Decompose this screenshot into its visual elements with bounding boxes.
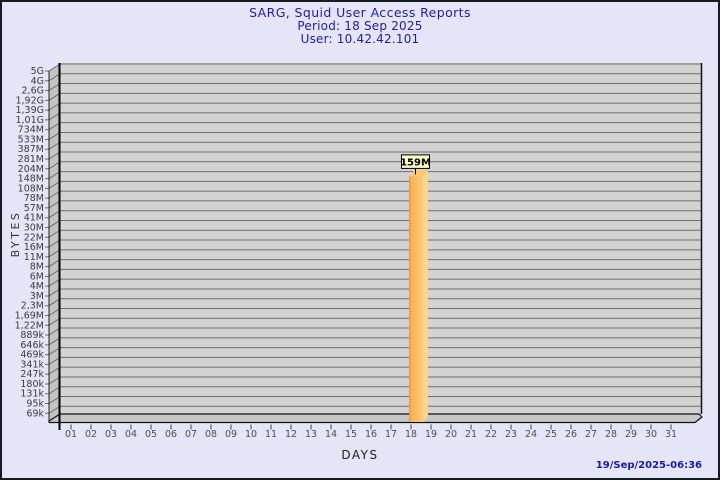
y-tick-label: 4M: [30, 281, 44, 292]
y-tick-label: 2,6G: [22, 86, 44, 97]
y-tick-label: 1,92G: [15, 95, 44, 106]
y-tick-label: 22M: [24, 232, 44, 243]
x-tick-label: 28: [605, 429, 617, 440]
y-tick-label: 57M: [24, 203, 44, 214]
x-tick-label: 14: [325, 429, 337, 440]
x-tick-label: 19: [425, 429, 437, 440]
generation-timestamp: 19/Sep/2025-06:36: [595, 460, 702, 471]
usage-bar-top: [409, 170, 428, 177]
x-tick-label: 21: [465, 429, 477, 440]
y-tick-label: 41M: [24, 213, 44, 224]
y-tick-label: 469k: [20, 350, 44, 361]
chart-title-block: SARG, Squid User Access Reports Period: …: [2, 6, 718, 45]
x-axis-label: DAYS: [341, 448, 379, 462]
y-tick-label: 16M: [24, 242, 44, 253]
y-tick-label: 889k: [20, 330, 44, 341]
x-tick-label: 16: [365, 429, 377, 440]
y-tick-label: 734M: [18, 125, 44, 136]
y-tick-label: 95k: [26, 399, 44, 410]
x-tick-label: 31: [665, 429, 677, 440]
x-tick-label: 24: [525, 429, 537, 440]
plot-left-wall: [49, 64, 60, 421]
y-tick-label: 281M: [18, 154, 44, 165]
y-tick-label: 387M: [18, 144, 44, 155]
y-axis-label: BYTES: [9, 210, 22, 258]
y-tick-label: 131k: [20, 389, 44, 400]
x-tick-label: 02: [85, 429, 97, 440]
y-tick-label: 341k: [20, 359, 44, 370]
y-tick-label: 2,3M: [21, 301, 44, 312]
x-tick-label: 22: [485, 429, 497, 440]
chart-title: SARG, Squid User Access Reports: [249, 5, 471, 20]
x-tick-label: 10: [245, 429, 257, 440]
usage-bar-side: [423, 170, 428, 422]
y-tick-label: 6M: [30, 271, 44, 282]
y-tick-label: 5G: [31, 66, 44, 77]
bar-value-label: 159M: [400, 157, 431, 168]
y-tick-label: 1,22M: [15, 320, 44, 331]
x-tick-label: 03: [105, 429, 117, 440]
x-tick-label: 01: [65, 429, 77, 440]
x-tick-label: 27: [585, 429, 597, 440]
y-tick-label: 148M: [18, 174, 44, 185]
y-tick-label: 8M: [30, 262, 44, 273]
y-tick-label: 108M: [18, 183, 44, 194]
y-tick-label: 78M: [24, 193, 44, 204]
y-tick-label: 533M: [18, 134, 44, 145]
y-tick-label: 204M: [18, 164, 44, 175]
y-tick-label: 69k: [26, 408, 44, 419]
bar-value-label-box: [401, 154, 430, 169]
usage-bar-front: [409, 176, 423, 422]
x-tick-label: 17: [385, 429, 397, 440]
x-tick-label: 20: [445, 429, 457, 440]
x-tick-label: 29: [625, 429, 637, 440]
y-tick-label: 180k: [20, 379, 44, 390]
x-tick-label: 30: [645, 429, 657, 440]
plot-floor: [48, 413, 703, 424]
x-tick-label: 12: [285, 429, 297, 440]
x-tick-label: 08: [205, 429, 217, 440]
x-tick-label: 26: [565, 429, 577, 440]
usage-bar: 159M: [400, 154, 431, 422]
y-tick-label: 646k: [20, 340, 44, 351]
y-tick-label: 247k: [20, 369, 44, 380]
y-tick-label: 4G: [31, 76, 44, 87]
chart-user: User: 10.42.42.101: [300, 31, 420, 46]
y-tick-label: 11M: [24, 252, 44, 263]
x-tick-label: 06: [165, 429, 177, 440]
x-tick-label: 05: [145, 429, 157, 440]
y-tick-label: 3M: [30, 291, 44, 302]
y-tick-label: 1,69M: [15, 311, 44, 322]
x-tick-label: 18: [405, 429, 417, 440]
x-tick-label: 13: [305, 429, 317, 440]
x-tick-label: 11: [265, 429, 277, 440]
x-tick-label: 04: [125, 429, 137, 440]
x-tick-label: 07: [185, 429, 197, 440]
y-tick-label: 1,01G: [15, 115, 44, 126]
y-tick-label: 1,39G: [15, 105, 44, 116]
x-tick-label: 23: [505, 429, 517, 440]
x-tick-label: 25: [545, 429, 557, 440]
x-tick-label: 09: [225, 429, 237, 440]
chart-period: Period: 18 Sep 2025: [297, 19, 423, 33]
y-tick-label: 30M: [24, 222, 44, 233]
plot-back-wall: [60, 63, 702, 414]
x-tick-label: 15: [345, 429, 357, 440]
